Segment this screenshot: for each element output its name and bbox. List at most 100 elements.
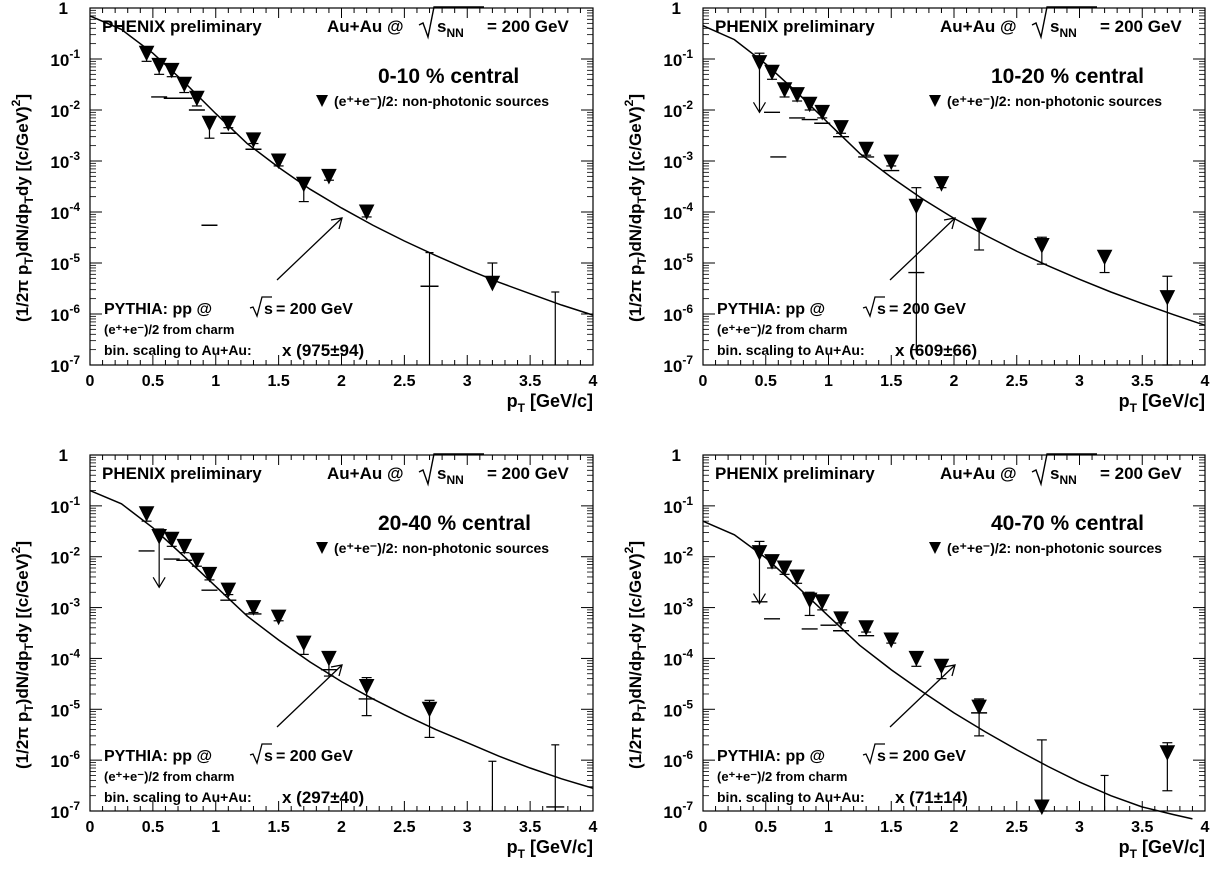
- data-point: [751, 545, 768, 561]
- annotation-arrow: [276, 217, 343, 281]
- experiment-label: PHENIX preliminary: [102, 464, 262, 483]
- pythia-label: PYTHIA: pp @: [717, 748, 825, 765]
- y-axis-label: (1/2π pT)dN/dpTdy [(c/GeV)2]: [9, 94, 36, 322]
- legend-marker: [316, 95, 328, 107]
- x-tick-label: 1: [824, 373, 833, 390]
- x-tick-label: 0: [86, 819, 95, 836]
- y-tick-label: 10-3: [663, 596, 693, 619]
- data-point: [220, 115, 237, 132]
- data-point: [789, 87, 805, 103]
- x-tick-label: 1.5: [880, 373, 902, 390]
- x-tick-label: 4: [589, 819, 598, 836]
- annotation-arrow-head: [943, 664, 956, 677]
- y-tick-label: 10-6: [50, 748, 80, 771]
- y-tick-label: 10-7: [50, 799, 80, 822]
- data-point: [908, 198, 925, 215]
- x-tick-label: 2: [950, 373, 959, 390]
- pythia-sqrt-s: s: [877, 301, 886, 318]
- x-tick-label: 0.5: [142, 819, 164, 836]
- pythia-label: PYTHIA: pp @: [104, 301, 212, 318]
- data-point: [971, 217, 987, 234]
- pythia-label: PYTHIA: pp @: [717, 301, 825, 318]
- pythia-energy: = 200 GeV: [889, 301, 966, 318]
- sqrt-sign-small: [249, 743, 272, 765]
- data-point: [176, 538, 193, 555]
- data-point: [933, 176, 950, 192]
- x-tick-label: 1: [824, 819, 833, 836]
- y-tick-label: 10-4: [50, 646, 80, 669]
- scaling-value: x (975±94): [282, 341, 364, 360]
- data-point: [1096, 249, 1113, 266]
- experiment-label: PHENIX preliminary: [715, 17, 875, 36]
- data-point: [484, 275, 501, 292]
- x-tick-label: 0: [699, 819, 708, 836]
- system-label: Au+Au @: [327, 17, 404, 36]
- data-point: [189, 552, 205, 569]
- scaling-label: bin. scaling to Au+Au:: [104, 342, 252, 358]
- panel-2: 0 0.5 1 1.5 2 2.5 3 3.5 4 1 10-1 10-2 10-3 10-4 10-5 10…: [622, 0, 1210, 415]
- legend-marker: [929, 95, 941, 107]
- legend-label: (e⁺+e⁻)/2: non-photonic sources: [947, 93, 1162, 109]
- data-point: [245, 600, 262, 616]
- y-tick-label: 10-2: [50, 98, 80, 121]
- scaling-label: bin. scaling to Au+Au:: [717, 789, 865, 805]
- scaling-label: bin. scaling to Au+Au:: [104, 789, 252, 805]
- annotation-arrow-head: [330, 217, 343, 230]
- y-tick-label: 1: [59, 0, 68, 18]
- y-axis-label: (1/2π pT)dN/dpTdy [(c/GeV)2]: [622, 541, 649, 769]
- y-tick-label: 10-4: [663, 200, 693, 223]
- energy-label: = 200 GeV: [487, 464, 569, 483]
- system-label: Au+Au @: [940, 17, 1017, 36]
- centrality-label: 0-10 % central: [378, 65, 519, 88]
- y-tick-label: 10-2: [663, 545, 693, 568]
- legend-marker: [316, 542, 328, 554]
- sqrt-sign-small: [862, 743, 885, 765]
- x-tick-label: 2: [950, 819, 959, 836]
- data-point: [189, 90, 205, 107]
- y-tick-label: 10-4: [50, 200, 80, 223]
- sqrt-sign: [1031, 453, 1097, 487]
- x-tick-label: 3: [463, 819, 472, 836]
- data-point: [201, 115, 218, 132]
- x-tick-label: 2.5: [393, 819, 415, 836]
- x-axis-label: pT [GeV/c]: [507, 391, 593, 415]
- y-tick-label: 10-5: [50, 697, 80, 720]
- x-tick-label: 1.5: [268, 373, 290, 390]
- data-point: [295, 176, 312, 193]
- centrality-label: 40-70 % central: [991, 512, 1144, 535]
- data-point: [883, 632, 900, 649]
- panel-4: 0 0.5 1 1.5 2 2.5 3 3.5 4 1 10-1 10-2 10-3 10-4 10-5 10…: [622, 446, 1210, 861]
- y-tick-label: 10-1: [663, 494, 693, 517]
- y-tick-label: 10-2: [50, 545, 80, 568]
- sqrt-s-nn: sNN: [1050, 464, 1077, 487]
- y-tick-label: 1: [59, 446, 68, 465]
- scaling-label: bin. scaling to Au+Au:: [717, 342, 865, 358]
- data-point: [295, 635, 312, 652]
- energy-label: = 200 GeV: [487, 17, 569, 36]
- experiment-label: PHENIX preliminary: [102, 17, 262, 36]
- y-axis-label: (1/2π pT)dN/dpTdy [(c/GeV)2]: [622, 94, 649, 322]
- x-tick-label: 3: [1075, 819, 1084, 836]
- data-point: [776, 82, 793, 98]
- legend-label: (e⁺+e⁻)/2: non-photonic sources: [947, 540, 1162, 556]
- y-tick-label: 10-7: [663, 353, 693, 376]
- data-point: [1159, 290, 1176, 306]
- y-tick-label: 1: [672, 446, 681, 465]
- scaling-value: x (609±66): [895, 341, 977, 360]
- x-tick-label: 3: [1075, 373, 1084, 390]
- x-tick-label: 4: [1201, 373, 1210, 390]
- data-point: [270, 153, 287, 170]
- y-tick-label: 10-3: [50, 149, 80, 172]
- data-point: [1034, 238, 1050, 254]
- data-point: [814, 104, 831, 121]
- data-point: [908, 650, 925, 667]
- system-label: Au+Au @: [327, 464, 404, 483]
- pythia-energy: = 200 GeV: [276, 748, 353, 765]
- data-point: [833, 120, 849, 136]
- data-point: [151, 528, 167, 545]
- limit-arrow-head: [752, 102, 766, 114]
- sqrt-sign-small: [862, 296, 885, 318]
- y-tick-label: 10-4: [663, 646, 693, 669]
- data-point: [764, 554, 780, 570]
- y-tick-label: 10-3: [663, 149, 693, 172]
